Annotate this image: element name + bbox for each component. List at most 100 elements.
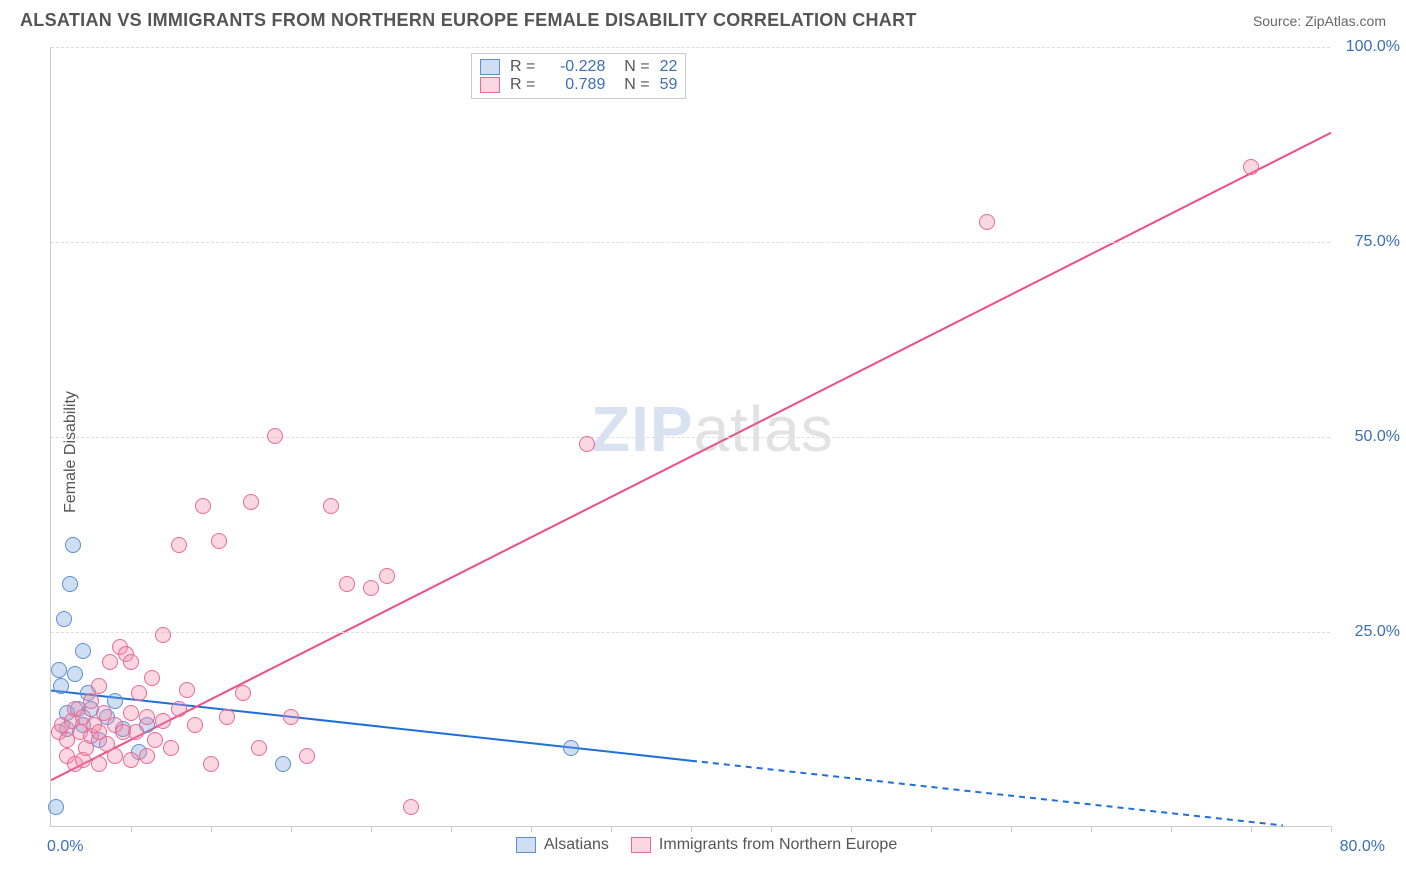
x-tick — [131, 826, 132, 832]
data-point — [563, 740, 579, 756]
data-point — [179, 682, 195, 698]
chart-title: ALSATIAN VS IMMIGRANTS FROM NORTHERN EUR… — [20, 10, 917, 31]
legend-n-value: 59 — [660, 76, 678, 94]
x-tick — [691, 826, 692, 832]
data-point — [123, 705, 139, 721]
data-point — [267, 428, 283, 444]
data-point — [195, 498, 211, 514]
data-point — [235, 685, 251, 701]
x-tick — [451, 826, 452, 832]
data-point — [62, 576, 78, 592]
data-point — [147, 732, 163, 748]
chart-container: Female Disability ZIPatlas R = -0.228 N … — [0, 37, 1406, 867]
data-point — [155, 627, 171, 643]
x-tick — [211, 826, 212, 832]
data-point — [91, 678, 107, 694]
x-tick — [611, 826, 612, 832]
legend-swatch — [631, 837, 651, 853]
x-tick — [931, 826, 932, 832]
data-point — [75, 643, 91, 659]
watermark-zip: ZIP — [591, 393, 694, 465]
data-point — [187, 717, 203, 733]
data-point — [299, 748, 315, 764]
series-label: Immigrants from Northern Europe — [659, 836, 897, 854]
watermark: ZIPatlas — [591, 392, 834, 466]
x-tick — [531, 826, 532, 832]
data-point — [251, 740, 267, 756]
data-point — [163, 740, 179, 756]
data-point — [403, 799, 419, 815]
source-link[interactable]: ZipAtlas.com — [1305, 13, 1386, 29]
x-tick — [1331, 826, 1332, 832]
data-point — [48, 799, 64, 815]
x-tick — [1011, 826, 1012, 832]
legend-n-label: N = — [615, 76, 649, 94]
data-point — [283, 709, 299, 725]
legend-r-value: 0.789 — [545, 76, 605, 94]
data-point — [979, 214, 995, 230]
source-attribution: Source: ZipAtlas.com — [1253, 13, 1386, 29]
y-tick-label: 25.0% — [1340, 623, 1400, 641]
data-point — [171, 701, 187, 717]
watermark-atlas: atlas — [694, 393, 834, 465]
y-tick-label: 100.0% — [1340, 38, 1400, 56]
correlation-legend-row: R = -0.228 N = 22 — [480, 58, 677, 76]
x-tick — [851, 826, 852, 832]
legend-swatch — [480, 77, 500, 93]
x-tick — [371, 826, 372, 832]
data-point — [51, 662, 67, 678]
grid-line — [51, 47, 1330, 48]
data-point — [56, 611, 72, 627]
data-point — [102, 654, 118, 670]
series-legend: Alsatians Immigrants from Northern Europe — [516, 836, 897, 854]
correlation-legend-row: R = 0.789 N = 59 — [480, 76, 677, 94]
legend-n-label: N = — [615, 58, 649, 76]
x-tick — [771, 826, 772, 832]
legend-r-value: -0.228 — [545, 58, 605, 76]
legend-r-label: R = — [510, 76, 535, 94]
data-point — [67, 666, 83, 682]
data-point — [155, 713, 171, 729]
correlation-legend: R = -0.228 N = 22R = 0.789 N = 59 — [471, 53, 686, 99]
grid-line — [51, 437, 1330, 438]
data-point — [171, 537, 187, 553]
source-prefix: Source: — [1253, 13, 1305, 29]
x-tick-label: 80.0% — [1340, 838, 1385, 856]
data-point — [128, 724, 144, 740]
data-point — [1243, 159, 1259, 175]
x-tick — [291, 826, 292, 832]
x-tick — [1091, 826, 1092, 832]
data-point — [323, 498, 339, 514]
data-point — [275, 756, 291, 772]
data-point — [379, 568, 395, 584]
series-label: Alsatians — [544, 836, 609, 854]
data-point — [203, 756, 219, 772]
data-point — [65, 537, 81, 553]
data-point — [123, 654, 139, 670]
data-point — [363, 580, 379, 596]
legend-n-value: 22 — [660, 58, 678, 76]
data-point — [579, 436, 595, 452]
x-tick — [1171, 826, 1172, 832]
data-point — [139, 709, 155, 725]
data-point — [219, 709, 235, 725]
data-point — [107, 748, 123, 764]
data-point — [53, 678, 69, 694]
plot-area: ZIPatlas R = -0.228 N = 22R = 0.789 N = … — [50, 47, 1330, 827]
data-point — [83, 693, 99, 709]
data-point — [123, 752, 139, 768]
legend-r-label: R = — [510, 58, 535, 76]
grid-line — [51, 242, 1330, 243]
y-tick-label: 50.0% — [1340, 428, 1400, 446]
data-point — [144, 670, 160, 686]
series-legend-item: Alsatians — [516, 836, 609, 854]
data-point — [211, 533, 227, 549]
series-legend-item: Immigrants from Northern Europe — [631, 836, 897, 854]
data-point — [139, 748, 155, 764]
legend-swatch — [516, 837, 536, 853]
data-point — [339, 576, 355, 592]
x-tick-label: 0.0% — [47, 838, 83, 856]
data-point — [243, 494, 259, 510]
data-point — [91, 756, 107, 772]
data-point — [131, 685, 147, 701]
